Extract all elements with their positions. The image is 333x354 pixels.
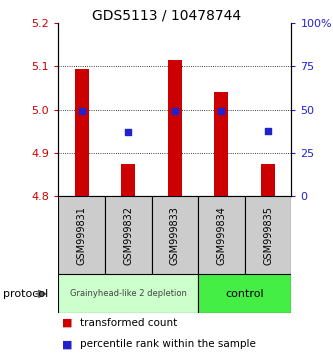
Bar	[121, 164, 135, 196]
Bar	[58, 274, 198, 313]
Bar	[168, 60, 182, 196]
Bar	[152, 196, 198, 274]
Text: GSM999833: GSM999833	[170, 206, 180, 265]
Bar	[245, 196, 291, 274]
Bar	[214, 92, 228, 196]
Bar	[105, 196, 152, 274]
Text: control: control	[225, 289, 264, 299]
Text: protocol: protocol	[3, 289, 49, 299]
Point	[172, 109, 177, 114]
Bar	[198, 196, 245, 274]
Text: GSM999835: GSM999835	[263, 206, 273, 265]
Text: Grainyhead-like 2 depletion: Grainyhead-like 2 depletion	[70, 289, 186, 298]
Text: ■: ■	[62, 318, 72, 328]
Point	[219, 109, 224, 114]
Text: GSM999832: GSM999832	[123, 206, 133, 265]
Point	[79, 109, 84, 114]
Text: percentile rank within the sample: percentile rank within the sample	[80, 339, 256, 349]
Bar	[198, 274, 291, 313]
Text: GDS5113 / 10478744: GDS5113 / 10478744	[92, 9, 241, 23]
Point	[126, 130, 131, 135]
Text: GSM999834: GSM999834	[216, 206, 226, 265]
Text: transformed count: transformed count	[80, 318, 177, 328]
Bar	[261, 164, 275, 196]
Bar	[58, 196, 105, 274]
Text: ■: ■	[62, 339, 72, 349]
Bar	[75, 69, 89, 196]
Text: GSM999831: GSM999831	[77, 206, 87, 265]
Point	[265, 128, 271, 133]
